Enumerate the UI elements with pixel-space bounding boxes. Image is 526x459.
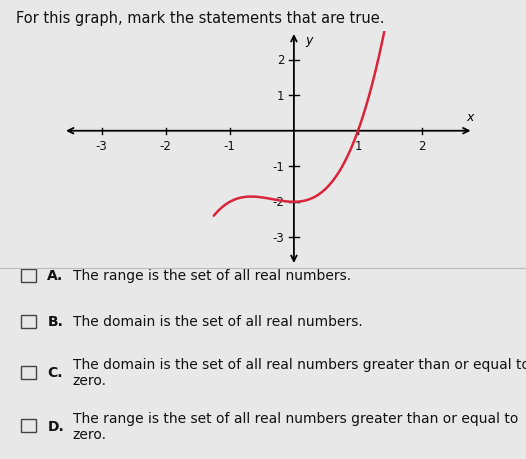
Text: The range is the set of all real numbers.: The range is the set of all real numbers…: [73, 269, 351, 283]
Text: 1: 1: [354, 139, 362, 152]
Text: y: y: [306, 34, 313, 47]
Text: -2: -2: [160, 139, 171, 152]
Text: A.: A.: [47, 269, 64, 283]
Text: For this graph, mark the statements that are true.: For this graph, mark the statements that…: [16, 11, 385, 27]
Text: -3: -3: [96, 139, 107, 152]
Text: 2: 2: [418, 139, 426, 152]
Text: x: x: [467, 111, 474, 123]
Text: 2: 2: [277, 54, 284, 67]
Text: -3: -3: [272, 231, 284, 244]
Text: C.: C.: [47, 365, 63, 379]
Text: -2: -2: [272, 196, 284, 209]
Text: -1: -1: [224, 139, 236, 152]
Text: D.: D.: [47, 419, 64, 433]
Text: The domain is the set of all real numbers.: The domain is the set of all real number…: [73, 315, 362, 329]
Text: B.: B.: [47, 315, 63, 329]
Text: -1: -1: [272, 161, 284, 174]
Text: The domain is the set of all real numbers greater than or equal to
zero.: The domain is the set of all real number…: [73, 357, 526, 387]
Text: 1: 1: [277, 90, 284, 102]
Text: The range is the set of all real numbers greater than or equal to
zero.: The range is the set of all real numbers…: [73, 411, 518, 441]
